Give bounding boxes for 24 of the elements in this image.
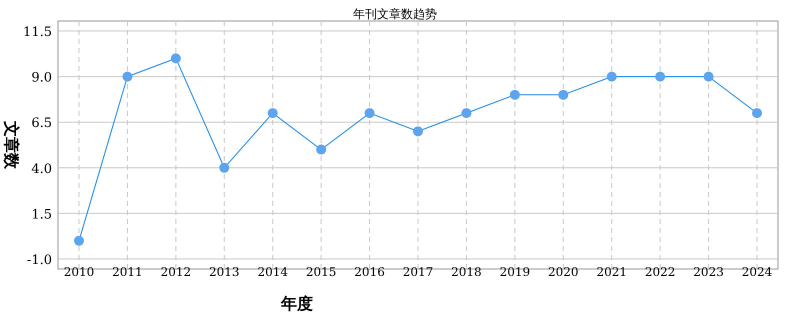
x-tick-label: 2014 [257, 265, 288, 279]
x-tick-label: 2017 [402, 265, 434, 279]
y-tick-label: 1.5 [31, 207, 52, 222]
y-tick-label: 4.0 [31, 162, 52, 177]
x-tick-label: 2015 [306, 265, 336, 279]
x-tick-label: 2013 [209, 265, 240, 279]
y-tick-label: 11.5 [23, 25, 52, 40]
x-tick-label: 2016 [354, 265, 385, 279]
y-tick-label: 6.5 [31, 116, 52, 132]
x-tick-label: 2012 [160, 265, 192, 279]
y-tick-label: 9.0 [31, 70, 52, 86]
x-tick-label: 2011 [112, 265, 143, 279]
x-tick-label: 2024 [742, 265, 773, 279]
x-tick-label: 2023 [693, 265, 724, 279]
y-axis-title: 文章数 [2, 120, 21, 170]
x-tick-label: 2022 [644, 265, 676, 279]
x-tick-label: 2019 [500, 265, 530, 279]
x-axis-title: 年度 [280, 294, 313, 313]
x-tick-label: 2010 [64, 265, 94, 279]
x-tick-label: 2021 [596, 265, 627, 279]
x-tick-label: 2018 [451, 265, 482, 279]
x-tick-label: 2020 [548, 265, 579, 279]
y-tick-label: -1.0 [26, 253, 52, 268]
chart-title: 年刊文章数趋势 [353, 7, 437, 21]
